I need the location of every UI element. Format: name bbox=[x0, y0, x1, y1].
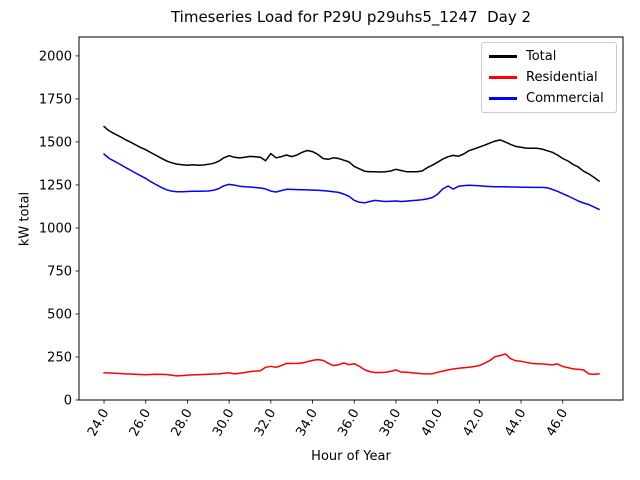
x-tick-label: 44.0 bbox=[502, 407, 529, 440]
legend-line-swatch-residential bbox=[489, 76, 517, 79]
x-tick-label: 26.0 bbox=[127, 407, 154, 440]
y-tick-label: 500 bbox=[47, 307, 72, 322]
x-axis-label: Hour of Year bbox=[311, 449, 391, 464]
x-tick-label: 32.0 bbox=[252, 407, 279, 440]
y-tick-label: 1000 bbox=[39, 221, 72, 236]
axes-spines bbox=[78, 36, 624, 401]
x-tick-label: 40.0 bbox=[419, 407, 446, 440]
x-tick-label: 42.0 bbox=[460, 407, 487, 440]
legend-item-residential: Residential bbox=[489, 69, 608, 86]
series-line-total bbox=[103, 125, 600, 182]
x-tick-label: 24.0 bbox=[85, 407, 112, 440]
legend-label: Commercial bbox=[526, 91, 604, 106]
legend-item-commercial: Commercial bbox=[489, 90, 608, 107]
y-tick-label: 1750 bbox=[39, 92, 72, 107]
y-tick-label: 250 bbox=[47, 350, 72, 365]
x-tick-label: 36.0 bbox=[335, 407, 362, 440]
y-tick-label: 750 bbox=[47, 264, 72, 279]
y-tick-label: 1500 bbox=[39, 135, 72, 150]
series-line-commercial bbox=[103, 153, 600, 211]
x-tick-label: 28.0 bbox=[168, 407, 195, 440]
legend-label: Residential bbox=[526, 70, 598, 85]
legend-line-swatch-commercial bbox=[489, 97, 517, 100]
x-tick-label: 46.0 bbox=[544, 407, 571, 440]
y-tick-label: 1250 bbox=[39, 178, 72, 193]
y-tick-label: 0 bbox=[64, 394, 72, 409]
x-tick-label: 30.0 bbox=[210, 407, 237, 440]
x-tick-label: 38.0 bbox=[377, 407, 404, 440]
legend: Total Residential Commercial bbox=[481, 42, 617, 113]
legend-item-total: Total bbox=[489, 48, 608, 65]
x-tick-label: 34.0 bbox=[294, 407, 321, 440]
series-line-residential bbox=[103, 353, 600, 377]
legend-line-swatch-total bbox=[489, 55, 517, 58]
chart-title: Timeseries Load for P29U p29uhs5_1247 Da… bbox=[170, 8, 532, 26]
legend-label: Total bbox=[526, 49, 557, 64]
y-tick-label: 2000 bbox=[39, 49, 72, 64]
